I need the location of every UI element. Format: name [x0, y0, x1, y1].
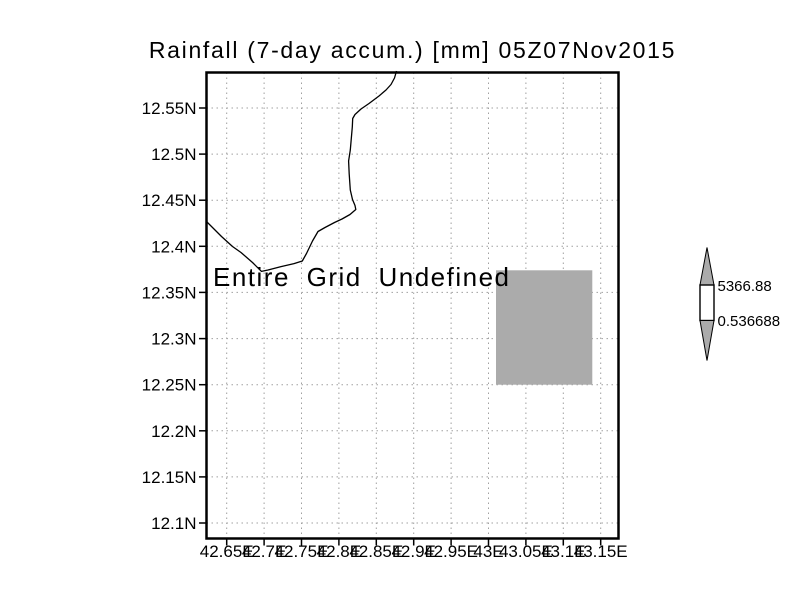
- colorbar-lower-arrow: [699, 320, 715, 361]
- lat-ticks: [199, 107, 207, 524]
- lon-label: 43.1E: [541, 542, 585, 561]
- lat-label: 12.15N: [142, 468, 197, 487]
- lat-label: 12.55N: [142, 99, 197, 118]
- colorbar-mid-swatch: [699, 284, 715, 322]
- colorbar-max-label: 5366.88: [718, 278, 772, 295]
- plot-frame: [205, 71, 620, 540]
- lon-labels: 42.65E 42.7E 42.75E 42.8E 42.85E 42.9E 4…: [200, 542, 628, 561]
- lat-label: 12.3N: [151, 330, 196, 349]
- lon-label: 42.9E: [391, 542, 435, 561]
- lon-label: 42.75E: [275, 542, 329, 561]
- lon-label: 42.8E: [317, 542, 361, 561]
- lon-label: 42.95E: [424, 542, 478, 561]
- lon-label: 43.05E: [499, 542, 553, 561]
- lon-label: 42.65E: [200, 542, 254, 561]
- colorbar: 5366.88 0.536688: [699, 247, 781, 361]
- lat-label: 12.25N: [142, 376, 197, 395]
- plot-title: Rainfall (7-day accum.) [mm] 05Z07Nov201…: [149, 37, 676, 63]
- colorbar-min-label: 0.536688: [718, 313, 781, 330]
- lat-label: 12.2N: [151, 422, 196, 441]
- lon-ticks: [225, 538, 602, 546]
- lat-labels: 12.55N 12.5N 12.45N 12.4N 12.35N 12.3N 1…: [142, 99, 197, 533]
- lat-gridlines: [206, 107, 619, 524]
- lon-label: 42.7E: [242, 542, 286, 561]
- shaded-grid-cell: [496, 270, 593, 385]
- lat-label: 12.45N: [142, 191, 197, 210]
- lon-label: 43.15E: [574, 542, 628, 561]
- lat-label: 12.5N: [151, 145, 196, 164]
- lat-label: 12.1N: [151, 514, 196, 533]
- colorbar-upper-arrow: [699, 247, 715, 286]
- lat-label: 12.35N: [142, 283, 197, 302]
- grid-undefined-message: Entire Grid Undefined: [213, 262, 511, 292]
- coastline-path: [206, 70, 398, 273]
- lon-label: 42.85E: [349, 542, 403, 561]
- lat-label: 12.4N: [151, 237, 196, 256]
- lon-label: 43E: [473, 542, 503, 561]
